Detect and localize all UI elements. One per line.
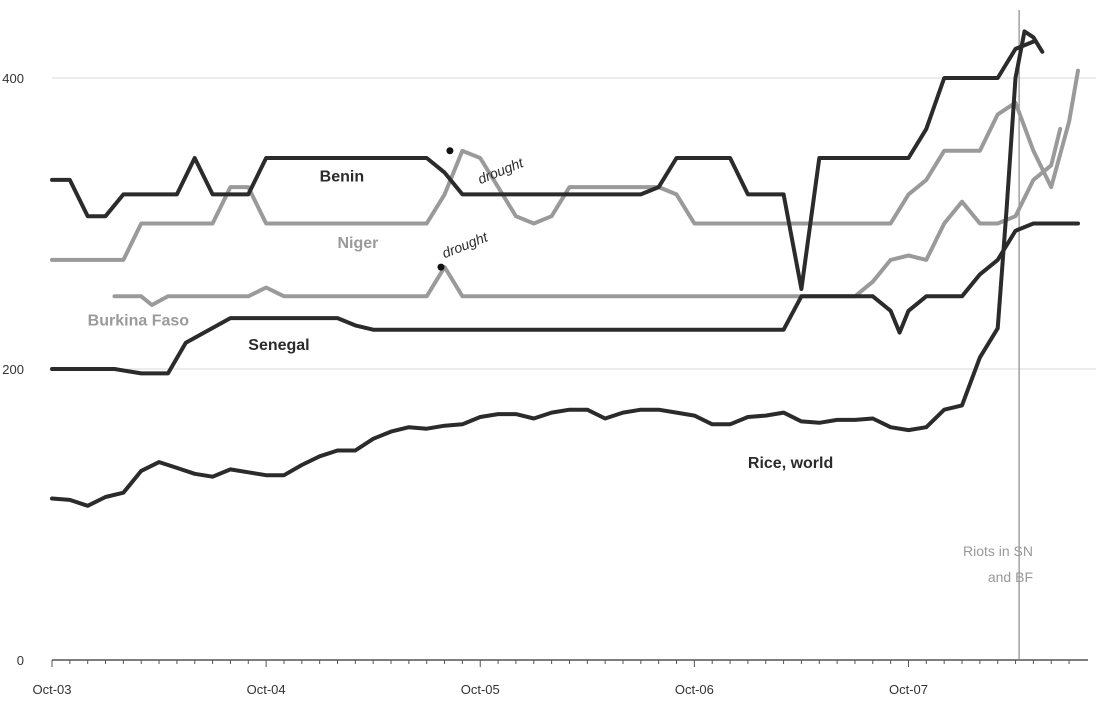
series-label-rice-world: Rice, world [748, 455, 833, 472]
x-tick-label: Oct-04 [247, 682, 286, 697]
series-label-burkina-faso: Burkina Faso [88, 312, 190, 329]
gridlines [52, 77, 1096, 370]
series-label-niger: Niger [337, 235, 378, 252]
axes: 0 200 400 Oct-03 Oct-04 Oct-05 Oct-06 Oct-07 [2, 10, 1088, 697]
x-tick-label: Oct-06 [675, 682, 714, 697]
y-tick-label: 0 [17, 653, 24, 668]
drought-marker [446, 147, 454, 155]
x-tick-label: Oct-03 [32, 682, 71, 697]
x-tick-label: Oct-05 [461, 682, 500, 697]
drought-marker [437, 263, 445, 271]
riot-label: and BF [988, 569, 1033, 585]
x-tick-label: Oct-07 [889, 682, 928, 697]
series-line-rice-world [50, 29, 1045, 508]
series-lines [50, 29, 1080, 508]
series-labels: Riots in SN and BF Benin Niger Burkina Faso S… [88, 154, 1033, 585]
series-label-benin: Benin [320, 168, 364, 185]
series-line-burkina-faso [112, 126, 1063, 307]
y-tick-label: 400 [2, 71, 24, 86]
series-line-senegal [50, 221, 1080, 376]
y-tick-label: 200 [2, 362, 24, 377]
drought-annotation: drought [440, 228, 491, 261]
series-label-senegal: Senegal [248, 337, 309, 354]
series-line-niger [50, 68, 1080, 262]
riot-label: Riots in SN [963, 543, 1033, 559]
series-line-benin [50, 39, 1036, 291]
